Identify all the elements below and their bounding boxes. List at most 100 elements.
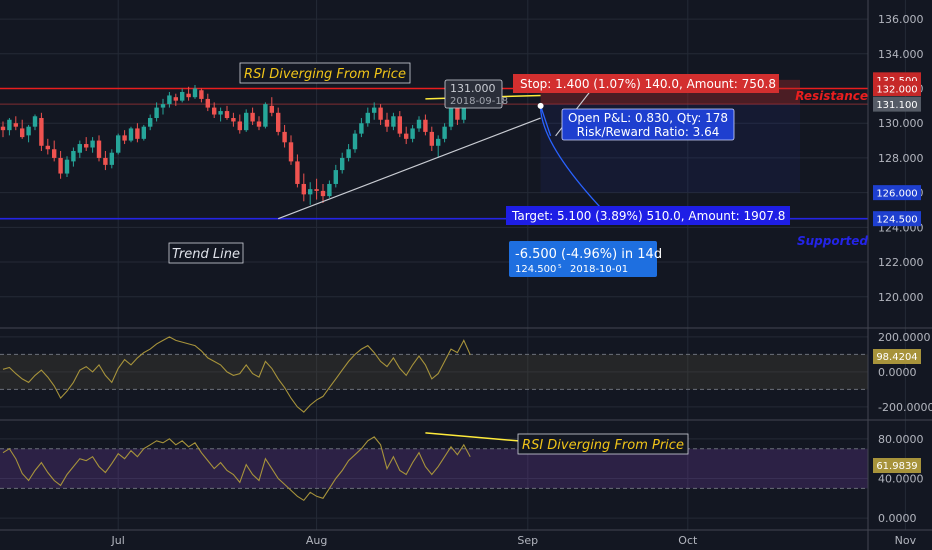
projection-price: 124.500 bbox=[515, 264, 556, 275]
candle-up bbox=[32, 116, 38, 127]
candle-down bbox=[199, 90, 204, 99]
candle-up bbox=[333, 170, 338, 184]
open-pnl-box[interactable]: Open P&L: 0.830, Qty: 178 Risk/Reward Ra… bbox=[561, 108, 735, 141]
candle-up bbox=[192, 88, 198, 98]
x-tick-label: Oct bbox=[678, 534, 698, 547]
y-tick-label: 200.0000 bbox=[878, 331, 931, 344]
x-tick-label: Aug bbox=[306, 534, 327, 547]
y-tick-label: 0.0000 bbox=[878, 366, 917, 379]
candle-down bbox=[429, 131, 434, 146]
candle-up bbox=[352, 133, 358, 150]
y-tick-label: 120.000 bbox=[878, 291, 924, 304]
point-tooltip-price: 131.000 bbox=[450, 82, 496, 95]
candle-down bbox=[39, 118, 44, 146]
projection-box[interactable]: -6.500 (-4.96%) in 14d 124.500 ⁵ 2018-10… bbox=[509, 241, 662, 277]
candle-up bbox=[365, 112, 370, 124]
candle-down bbox=[224, 111, 230, 119]
candle-up bbox=[167, 95, 172, 105]
y-tick-label: 134.000 bbox=[878, 48, 924, 61]
candle-down bbox=[314, 189, 319, 191]
candle-down bbox=[52, 149, 57, 158]
trend-line-label-text: Trend Line bbox=[172, 247, 240, 262]
point-marker bbox=[537, 102, 544, 109]
rsi-divergence-label-price[interactable]: RSI Diverging From Price bbox=[239, 62, 411, 84]
open-pnl-line1: Open P&L: 0.830, Qty: 178 bbox=[568, 111, 728, 125]
candle-down bbox=[404, 133, 409, 139]
rsi-divergence-label-text: RSI Diverging From Price bbox=[244, 67, 406, 82]
x-tick-label: Nov bbox=[895, 534, 917, 547]
candle-down bbox=[250, 112, 255, 122]
candle-down bbox=[384, 119, 390, 127]
projection-dot: ⁵ bbox=[558, 264, 562, 274]
rsi-last-value-badge: 61.9839 bbox=[873, 458, 921, 473]
support-label: Supported bbox=[797, 234, 868, 248]
candle-up bbox=[148, 118, 153, 127]
candle-down bbox=[301, 183, 306, 195]
candle-up bbox=[160, 104, 166, 108]
open-pnl-box-bg bbox=[561, 108, 735, 141]
projection-date: 2018-10-01 bbox=[570, 264, 628, 275]
projection-arrow-short bbox=[539, 105, 552, 137]
candle-up bbox=[346, 149, 351, 158]
stop-loss-box[interactable]: Stop: 1.400 (1.07%) 140.0, Amount: 750.8 bbox=[513, 74, 779, 93]
candle-down bbox=[103, 157, 108, 165]
rsi-divergence-label-rsi[interactable]: RSI Diverging From Price bbox=[517, 433, 689, 455]
candle-up bbox=[391, 116, 396, 127]
candle-down bbox=[276, 112, 281, 132]
price-badge-bg bbox=[873, 96, 921, 112]
candle-down bbox=[20, 128, 25, 138]
candle-up bbox=[180, 91, 185, 101]
candle-up bbox=[90, 140, 95, 148]
candle-down bbox=[455, 107, 460, 120]
trend-line-label[interactable]: Trend Line bbox=[168, 242, 244, 264]
candle-down bbox=[212, 107, 217, 115]
candle-down bbox=[135, 128, 140, 139]
candle-up bbox=[7, 119, 12, 131]
candle-down bbox=[423, 119, 428, 132]
rsi-last-value-bg bbox=[873, 458, 921, 473]
candle-down bbox=[269, 105, 274, 113]
price-badge-text: 124.500 bbox=[876, 215, 917, 226]
candle-up bbox=[71, 150, 76, 162]
candle-down bbox=[122, 135, 127, 141]
candle-up bbox=[244, 112, 249, 131]
price-badge-text: 131.100 bbox=[876, 100, 917, 111]
candle-down bbox=[288, 142, 294, 162]
candle-down bbox=[45, 145, 50, 150]
x-tick-label: Sep bbox=[517, 534, 538, 547]
rsi-last-value-text: 61.9839 bbox=[876, 461, 917, 472]
rsi-divergence-label-rsi-text: RSI Diverging From Price bbox=[522, 438, 684, 453]
trend-line-label-box bbox=[168, 242, 244, 264]
rsi-divergence-label-rsi-box bbox=[517, 433, 689, 455]
projection-box-bg bbox=[509, 241, 657, 277]
stop-loss-box-text: Stop: 1.400 (1.07%) 140.0, Amount: 750.8 bbox=[520, 77, 776, 91]
candle-down bbox=[58, 157, 63, 174]
indicator-band bbox=[0, 448, 868, 489]
point-tooltip-bg bbox=[444, 79, 503, 109]
indicator-band bbox=[0, 354, 868, 390]
point-tooltip[interactable]: 131.000 2018-09-18 bbox=[444, 79, 508, 109]
candle-down bbox=[96, 140, 102, 158]
candle-up bbox=[410, 128, 415, 139]
candle-down bbox=[0, 126, 6, 131]
target-box[interactable]: Target: 5.100 (3.89%) 510.0, Amount: 190… bbox=[506, 206, 790, 225]
y-tick-label: 136.000 bbox=[878, 13, 924, 26]
resistance-label: Resistance bbox=[795, 89, 868, 103]
candle-down bbox=[378, 107, 383, 120]
target-box-bg bbox=[506, 206, 790, 225]
candle-up bbox=[442, 126, 447, 139]
cci-line bbox=[2, 336, 471, 413]
cci-last-value-badge: 98.4204 bbox=[873, 349, 921, 364]
candle-up bbox=[448, 107, 454, 127]
candle-up bbox=[436, 138, 441, 146]
price-badge-text: 126.000 bbox=[876, 189, 917, 200]
cci-last-value-bg bbox=[873, 349, 921, 364]
candle-down bbox=[397, 116, 402, 134]
candle-up bbox=[77, 144, 82, 153]
open-pnl-line2: Risk/Reward Ratio: 3.64 bbox=[577, 125, 720, 139]
rsi-line bbox=[2, 436, 471, 502]
candle-down bbox=[237, 121, 242, 131]
candle-up bbox=[154, 107, 159, 119]
y-tick-label: 130.000 bbox=[878, 117, 924, 130]
